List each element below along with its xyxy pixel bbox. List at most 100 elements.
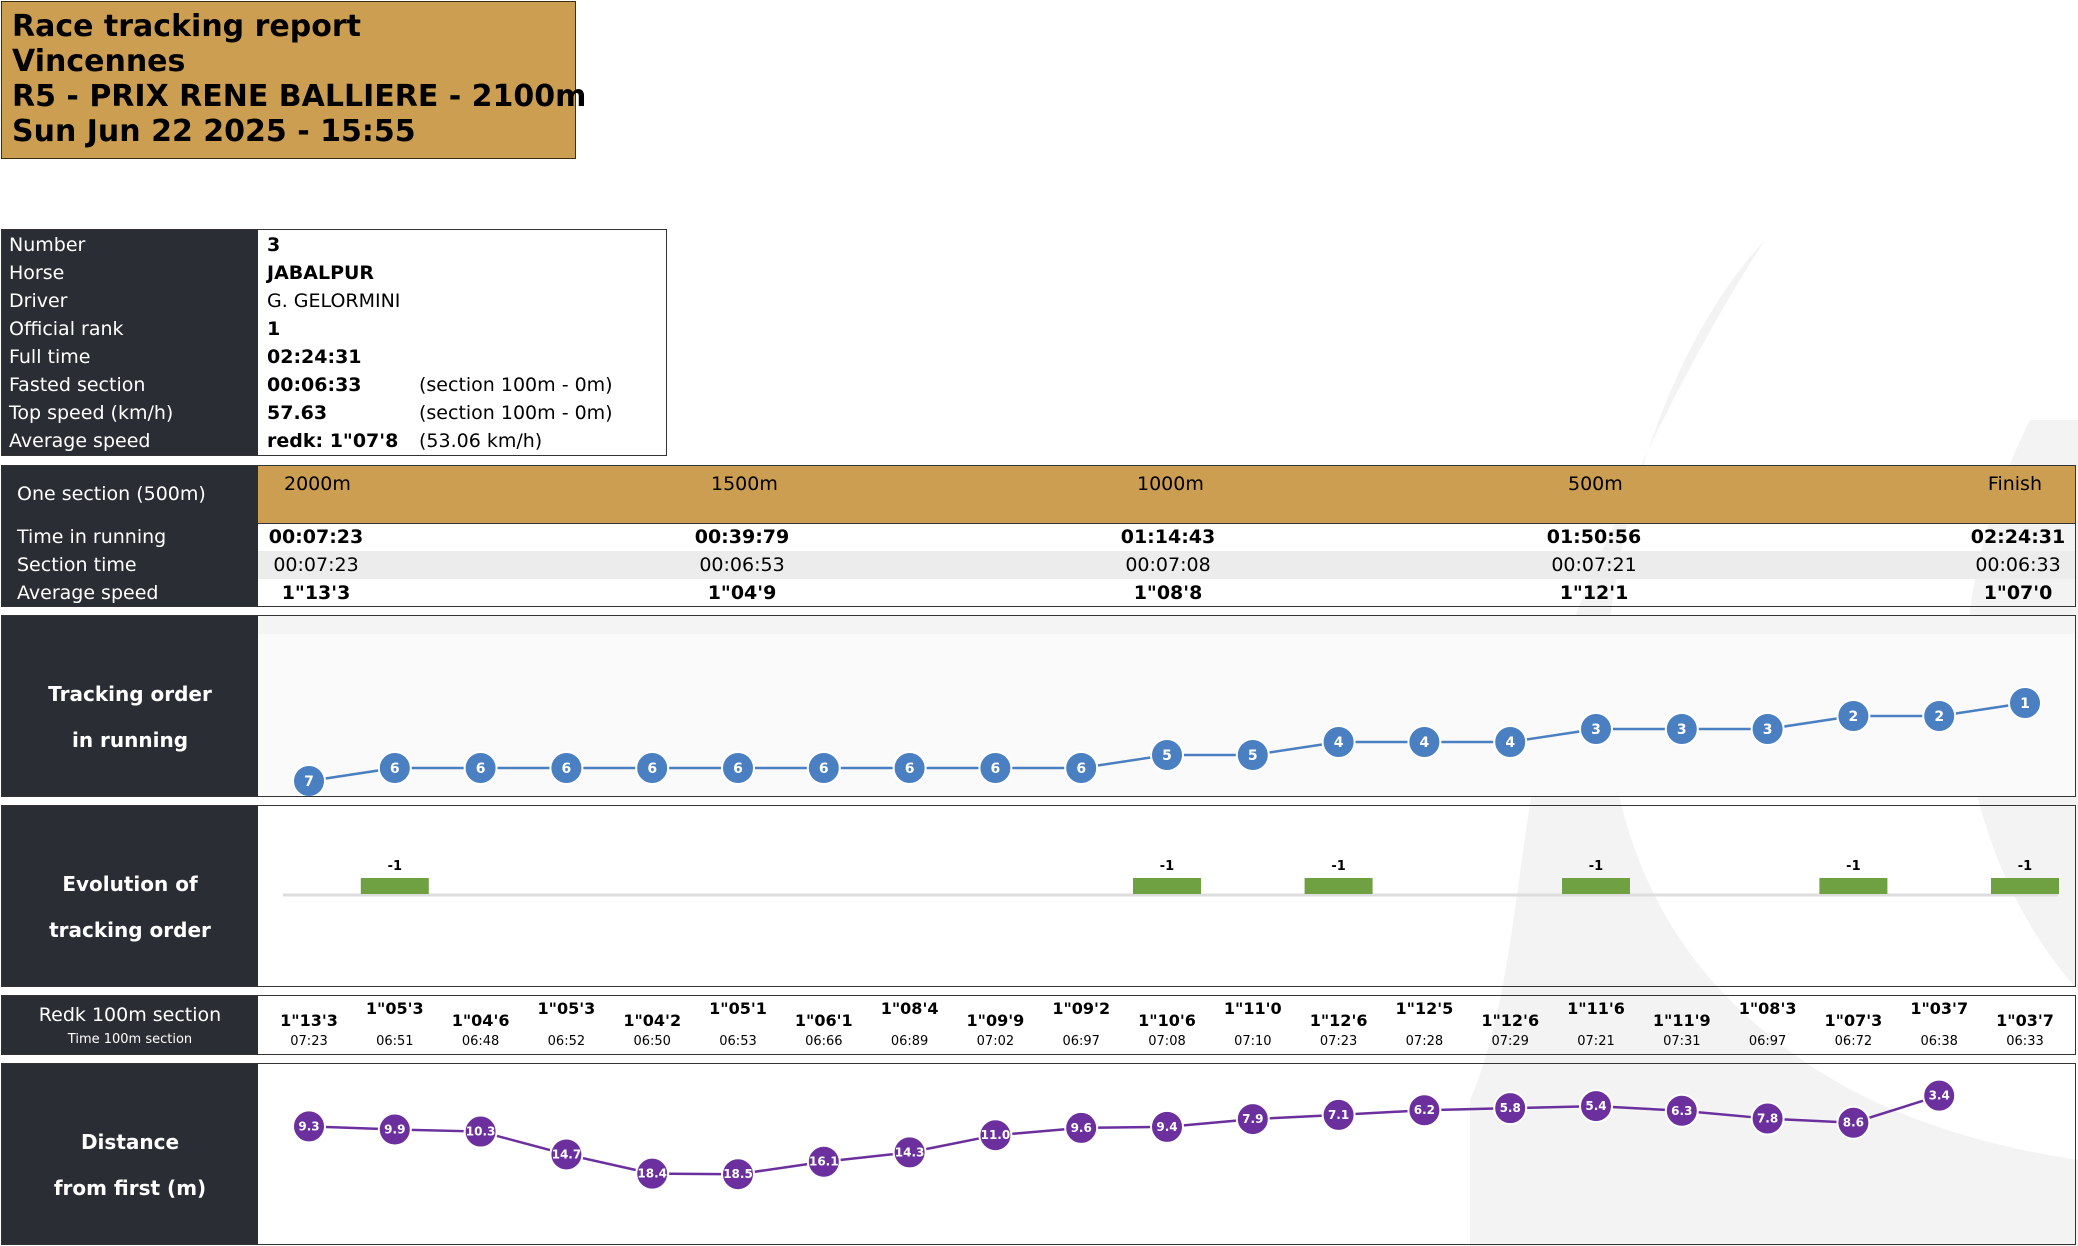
info-row: 00:06:33 (section 100m - 0m) — [258, 371, 666, 399]
info-value-top-speed: 57.63 — [267, 402, 328, 424]
redk-value: 1"11'6 — [1567, 999, 1625, 1018]
redk-panel: Redk 100m section Time 100m section 1"13… — [1, 995, 2076, 1055]
evolution-value-label: -1 — [2018, 859, 2032, 874]
distance-point: 6.2 — [1407, 1093, 1442, 1128]
tracking-order-label: 5 — [1248, 748, 1258, 764]
sections-header: 2000m 1500m 1000m 500m Finish — [258, 466, 2075, 524]
info-value-driver: G. GELORMINI — [267, 290, 401, 312]
redk-time-value: 07:21 — [1577, 1034, 1614, 1049]
redk-value: 1"09'2 — [1052, 999, 1110, 1018]
average-speed-cell: 1"12'1 — [1559, 582, 1629, 604]
distance-label: 5.8 — [1500, 1101, 1521, 1115]
info-value-average-speed: redk: 1"07'8 — [267, 430, 399, 452]
race-name: R5 - PRIX RENE BALLIERE - 2100m — [12, 79, 587, 114]
distance-label-line2: from first (m) — [53, 1176, 207, 1200]
redk-time-value: 07:29 — [1491, 1034, 1528, 1049]
redk-value: 1"12'6 — [1310, 1011, 1368, 1030]
tracking-order-point: 5 — [1235, 738, 1270, 772]
info-label-average-speed: Average speed — [9, 430, 151, 452]
row-shade — [258, 551, 2075, 579]
tracking-order-label: 1 — [2020, 696, 2030, 712]
average-speed-cell: 1"04'9 — [707, 582, 777, 604]
redk-value: 1"03'7 — [1996, 1011, 2054, 1030]
tracking-order-label: 2 — [1849, 709, 1859, 725]
redk-time-value: 06:48 — [462, 1034, 499, 1049]
info-row: 02:24:31 — [258, 343, 666, 371]
redk-time-value: 07:31 — [1663, 1034, 1700, 1049]
info-label-driver: Driver — [9, 290, 68, 312]
distance-label: 3.4 — [1929, 1089, 1950, 1103]
tracking-order-label: 6 — [562, 761, 572, 777]
venue-name: Vincennes — [12, 44, 186, 79]
tracking-order-point: 7 — [292, 764, 326, 796]
evolution-bar — [1133, 878, 1201, 894]
tracking-order-point: 3 — [1664, 712, 1699, 746]
redk-value: 1"13'3 — [280, 1011, 338, 1030]
info-label-full-time: Full time — [9, 346, 91, 368]
sections-panel: One section (500m) Time in running Secti… — [1, 465, 2076, 607]
evolution-panel: Evolution of tracking order -1 -1 -1 -1 -1 -1 — [1, 805, 2076, 987]
redk-time-value: 06:52 — [548, 1034, 585, 1049]
tracking-order-chart-area: 7 6 6 6 6 6 6 6 6 6 5 5 4 4 4 3 3 3 2 2 1 — [258, 616, 2075, 796]
redk-value: 1"11'0 — [1224, 999, 1282, 1018]
tracking-order-point: 6 — [721, 751, 755, 785]
section-time-cell: 00:06:53 — [699, 554, 785, 576]
evolution-value-label: -1 — [388, 859, 402, 874]
distance-point: 9.9 — [377, 1112, 412, 1147]
tracking-order-point: 1 — [2008, 686, 2042, 720]
distance-label: Distance from first (m) — [2, 1064, 258, 1244]
redk-time-value: 07:23 — [290, 1034, 327, 1049]
redk-time-value: 06:97 — [1062, 1034, 1099, 1049]
section-time-cell: 00:07:21 — [1551, 554, 1637, 576]
tracking-order-label-line1: Tracking order — [48, 682, 212, 706]
evolution-chart: -1 -1 -1 -1 -1 -1 — [283, 859, 2059, 897]
evolution-label: Evolution of tracking order — [2, 806, 258, 986]
section-time-cell: 00:07:08 — [1125, 554, 1211, 576]
time-in-running-cell: 00:07:23 — [268, 526, 364, 548]
tracking-order-label: 7 — [304, 774, 314, 790]
tracking-order-point: 3 — [1579, 712, 1613, 746]
tracking-order-point: 2 — [1922, 699, 1957, 733]
distance-point: 6.3 — [1664, 1093, 1699, 1128]
redk-value: 1"08'3 — [1739, 999, 1797, 1018]
section-head-1000m: 1000m — [1137, 473, 1204, 495]
redk-table: 1"13'3 07:23 1"05'3 06:51 1"04'6 06:48 1"05'3 0… — [280, 999, 2054, 1049]
distance-label: 14.3 — [895, 1145, 925, 1159]
tracking-order-chart: 7 6 6 6 6 6 6 6 6 6 5 5 4 4 4 3 3 3 2 2 1 — [258, 634, 2075, 796]
tracking-order-label: 6 — [1076, 761, 1086, 777]
tracking-order-point: 6 — [635, 751, 670, 785]
distance-point: 5.8 — [1493, 1091, 1528, 1126]
row-label-average-speed: Average speed — [17, 582, 159, 604]
info-label-top-speed: Top speed (km/h) — [9, 402, 174, 424]
info-value-rank: 1 — [267, 318, 281, 340]
distance-point: 14.7 — [549, 1137, 584, 1172]
redk-time-value: 06:97 — [1749, 1034, 1786, 1049]
redk-value: 1"04'2 — [623, 1011, 681, 1030]
redk-label-line2: Time 100m section — [67, 1032, 193, 1047]
tracking-order-point: 5 — [1150, 738, 1184, 772]
distance-point: 8.6 — [1836, 1105, 1871, 1140]
race-date: Sun Jun 22 2025 - 15:55 — [12, 114, 416, 149]
distance-label: 5.4 — [1585, 1099, 1606, 1113]
distance-chart: 9.3 9.9 10.3 14.7 18.4 18.5 16.1 14.3 11.0 9.6 9.4… — [292, 1078, 1957, 1192]
report-title: Race tracking report — [12, 9, 361, 44]
distance-label: 14.7 — [552, 1147, 582, 1161]
redk-value: 1"04'6 — [452, 1011, 510, 1030]
evolution-bar — [1304, 878, 1373, 894]
sections-label: One section (500m) — [17, 483, 206, 505]
tracking-order-label: 4 — [1334, 735, 1344, 751]
horse-info-values: 3 JABALPUR G. GELORMINI 1 02:24:31 00:06… — [258, 230, 666, 455]
info-value-fasted-section: 00:06:33 — [267, 374, 362, 396]
redk-value: 1"05'3 — [366, 999, 424, 1018]
evolution-bar — [1819, 878, 1888, 894]
redk-value: 1"11'9 — [1653, 1011, 1711, 1030]
distance-label: 11.0 — [981, 1128, 1011, 1142]
distance-point: 9.3 — [292, 1109, 326, 1144]
evolution-chart-area: -1 -1 -1 -1 -1 -1 — [258, 806, 2075, 986]
distance-point: 7.8 — [1750, 1101, 1785, 1136]
tracking-order-point: 2 — [1836, 699, 1871, 733]
info-value-full-time: 02:24:31 — [267, 346, 362, 368]
tracking-order-label: 6 — [819, 761, 829, 777]
redk-value: 1"05'1 — [709, 999, 767, 1018]
info-label-horse: Horse — [9, 262, 65, 284]
